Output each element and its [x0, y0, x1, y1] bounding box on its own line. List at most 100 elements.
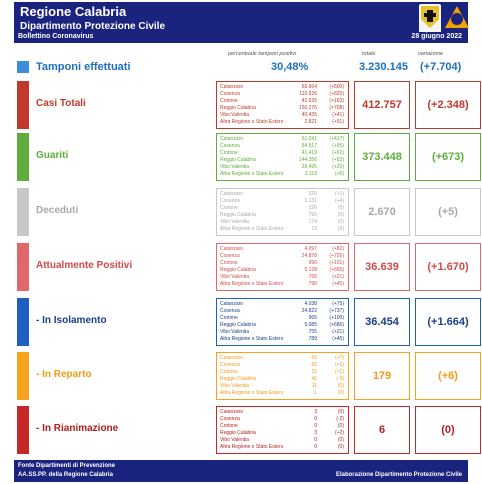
province-row: Catanzaro 61.241 (+417) — [220, 136, 348, 143]
section-variation: (+6) — [438, 370, 458, 382]
province-delta: (0) — [337, 444, 344, 450]
province-value: 766 — [308, 274, 317, 280]
province-row: Reggio Calabria 150.276 (+708) — [220, 105, 348, 112]
col-header-pct: percentuale tamponi positivi — [228, 51, 297, 57]
province-delta: (+100) — [329, 315, 344, 321]
province-delta: (0) — [337, 437, 344, 443]
province-name: Catanzaro — [220, 301, 244, 307]
section-attuali: Attualmente Positivi Catanzaro 4.097 (+82) C… — [14, 243, 481, 291]
section-isolamento: - In Isolamento Catanzaro 4.038 (+75) Cosenz… — [14, 298, 481, 346]
section-label: - In Rianimazione — [36, 423, 119, 434]
province-delta: (+45) — [332, 281, 344, 287]
total-box: 36.639 — [354, 243, 410, 291]
province-name: Catanzaro — [220, 84, 244, 90]
province-delta: (+2) — [334, 430, 344, 436]
province-breakdown: Catanzaro 61.241 (+417) Cosenza 84.917 (+95) C… — [216, 133, 349, 181]
province-name: Altra Regione o Stato Estero — [220, 444, 284, 450]
section-marker — [17, 243, 29, 291]
col-header-total: totale — [362, 51, 376, 57]
province-delta: (+101) — [329, 260, 344, 266]
province-row: Catanzaro 326 (+1) — [220, 191, 348, 198]
province-value: 40.435 — [301, 112, 317, 118]
province-delta: (+1) — [334, 369, 344, 375]
province-row: Altra Regione o Stato Estero 789 (+45) — [220, 336, 348, 343]
province-delta: (-2) — [336, 416, 344, 422]
province-breakdown: Catanzaro 4.038 (+75) Cosenza 24.822 (+737) Cr… — [216, 298, 349, 346]
province-name: Crotone — [220, 315, 238, 321]
province-row: Crotone 990 (+101) — [220, 260, 348, 267]
section-total: 36.639 — [365, 261, 399, 273]
section-variation: (+673) — [431, 151, 465, 163]
total-box: 6 — [354, 406, 410, 454]
province-delta: (+41) — [332, 112, 344, 118]
province-name: Cosenza — [220, 143, 240, 149]
province-name: Vibo Valentia — [220, 437, 250, 443]
tamponi-marker — [17, 61, 29, 73]
section-variation: (+2.348) — [427, 99, 469, 111]
province-row: Altra Regione o Stato Estero 2.118 (+6) — [220, 171, 348, 178]
total-box: 179 — [354, 352, 410, 400]
province-delta: (0) — [337, 212, 344, 218]
section-marker — [17, 81, 29, 129]
province-name: Reggio Calabria — [220, 430, 256, 436]
province-value: 65.664 — [301, 84, 317, 90]
section-casi: Casi Totali Catanzaro 65.664 (+500) Cosenza 1… — [14, 81, 481, 129]
province-row: Crotone 41.419 (+62) — [220, 150, 348, 157]
province-row: Reggio Calabria 40 (-3) — [220, 376, 348, 383]
footer-source-line2: AA.SS.PP. della Regione Calabria — [18, 472, 113, 478]
province-row: Vibo Valentia 755 (+21) — [220, 329, 348, 336]
province-row: Catanzaro 4.097 (+82) — [220, 246, 348, 253]
province-value: 326 — [308, 191, 317, 197]
province-value: 0 — [314, 444, 317, 450]
footer-credit: Elaborazione Dipartimento Protezione Civ… — [335, 472, 462, 478]
province-delta: (+20) — [332, 164, 344, 170]
province-delta: (+1) — [334, 362, 344, 368]
province-name: Cosenza — [220, 91, 240, 97]
section-data-box: Catanzaro 3 (0) Cosenza 0 (-2) Crotone 0 (0) Regg… — [216, 406, 481, 454]
province-delta: (+95) — [332, 143, 344, 149]
province-value: 965 — [308, 315, 317, 321]
province-name: Vibo Valentia — [220, 164, 250, 170]
province-value: 755 — [308, 329, 317, 335]
province-row: Altra Regione o Stato Estero 790 (+45) — [220, 281, 348, 288]
province-value: 4.097 — [304, 246, 317, 252]
variation-box: (+1.664) — [415, 298, 481, 346]
province-row: Reggio Calabria 5.085 (+686) — [220, 322, 348, 329]
section-data-box: Catanzaro 61.241 (+417) Cosenza 84.917 (+95) C… — [216, 133, 481, 181]
section-variation: (+5) — [438, 206, 458, 218]
province-breakdown: Catanzaro 4.097 (+82) Cosenza 24.878 (+726) Cr… — [216, 243, 349, 291]
province-delta: (+825) — [329, 91, 344, 97]
section-variation: (0) — [441, 424, 455, 436]
province-name: Altra Regione o Stato Estero — [220, 281, 284, 287]
province-value: 1.131 — [304, 198, 317, 204]
province-delta: (0) — [337, 226, 344, 232]
province-name: Cosenza — [220, 198, 240, 204]
province-row: Altra Regione o Stato Estero 0 (0) — [220, 444, 348, 451]
province-value: 39.495 — [301, 164, 317, 170]
variation-box: (+2.348) — [415, 81, 481, 129]
province-row: Crotone 965 (+100) — [220, 315, 348, 322]
province-delta: (+21) — [332, 329, 344, 335]
province-breakdown: Catanzaro 326 (+1) Cosenza 1.131 (+4) Crotone 2… — [216, 188, 349, 236]
section-data-box: Catanzaro 326 (+1) Cosenza 1.131 (+4) Crotone 2… — [216, 188, 481, 236]
province-value: 144.356 — [298, 157, 317, 163]
province-delta: (+45) — [332, 336, 344, 342]
variation-box: (0) — [415, 406, 481, 454]
section-total: 412.757 — [362, 99, 402, 111]
tamponi-variation: (+7.704) — [420, 61, 462, 73]
province-name: Altra Regione o Stato Estero — [220, 171, 284, 177]
province-row: Vibo Valentia 39.495 (+20) — [220, 164, 348, 171]
province-name: Crotone — [220, 150, 238, 156]
province-name: Vibo Valentia — [220, 112, 250, 118]
province-value: 61.241 — [301, 136, 317, 142]
province-row: Reggio Calabria 144.356 (+53) — [220, 157, 348, 164]
tamponi-row: Tamponi effettuati 30,48% 3.230.145 (+7.… — [14, 58, 468, 78]
variation-box: (+1.670) — [415, 243, 481, 291]
province-name: Vibo Valentia — [220, 219, 250, 225]
province-breakdown: Catanzaro 3 (0) Cosenza 0 (-2) Crotone 0 (0) Regg… — [216, 406, 349, 454]
province-row: Altra Regione o Stato Estero 2.821 (+51) — [220, 119, 348, 126]
province-value: 41.419 — [301, 150, 317, 156]
province-value: 150.276 — [298, 105, 317, 111]
province-value: 56 — [311, 355, 317, 361]
province-name: Altra Regione o Stato Estero — [220, 119, 284, 125]
